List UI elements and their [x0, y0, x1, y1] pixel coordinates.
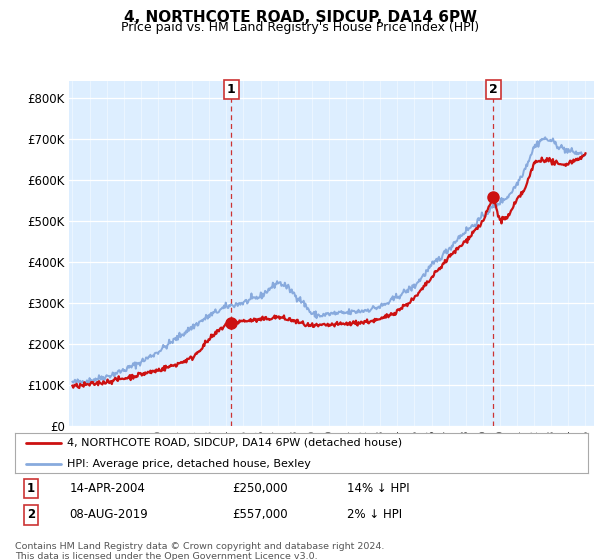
Text: £557,000: £557,000	[233, 508, 289, 521]
Text: 4, NORTHCOTE ROAD, SIDCUP, DA14 6PW (detached house): 4, NORTHCOTE ROAD, SIDCUP, DA14 6PW (det…	[67, 438, 401, 448]
Text: 2: 2	[27, 508, 35, 521]
Text: 1: 1	[227, 83, 236, 96]
Text: HPI: Average price, detached house, Bexley: HPI: Average price, detached house, Bexl…	[67, 459, 310, 469]
Text: 14% ↓ HPI: 14% ↓ HPI	[347, 482, 410, 495]
Text: 08-AUG-2019: 08-AUG-2019	[70, 508, 148, 521]
Text: £250,000: £250,000	[233, 482, 289, 495]
Text: 14-APR-2004: 14-APR-2004	[70, 482, 145, 495]
Text: 4, NORTHCOTE ROAD, SIDCUP, DA14 6PW: 4, NORTHCOTE ROAD, SIDCUP, DA14 6PW	[124, 10, 476, 25]
Text: 1: 1	[27, 482, 35, 495]
Text: Contains HM Land Registry data © Crown copyright and database right 2024.
This d: Contains HM Land Registry data © Crown c…	[15, 542, 385, 560]
Text: Price paid vs. HM Land Registry's House Price Index (HPI): Price paid vs. HM Land Registry's House …	[121, 21, 479, 34]
Text: 2% ↓ HPI: 2% ↓ HPI	[347, 508, 403, 521]
Text: 2: 2	[489, 83, 497, 96]
